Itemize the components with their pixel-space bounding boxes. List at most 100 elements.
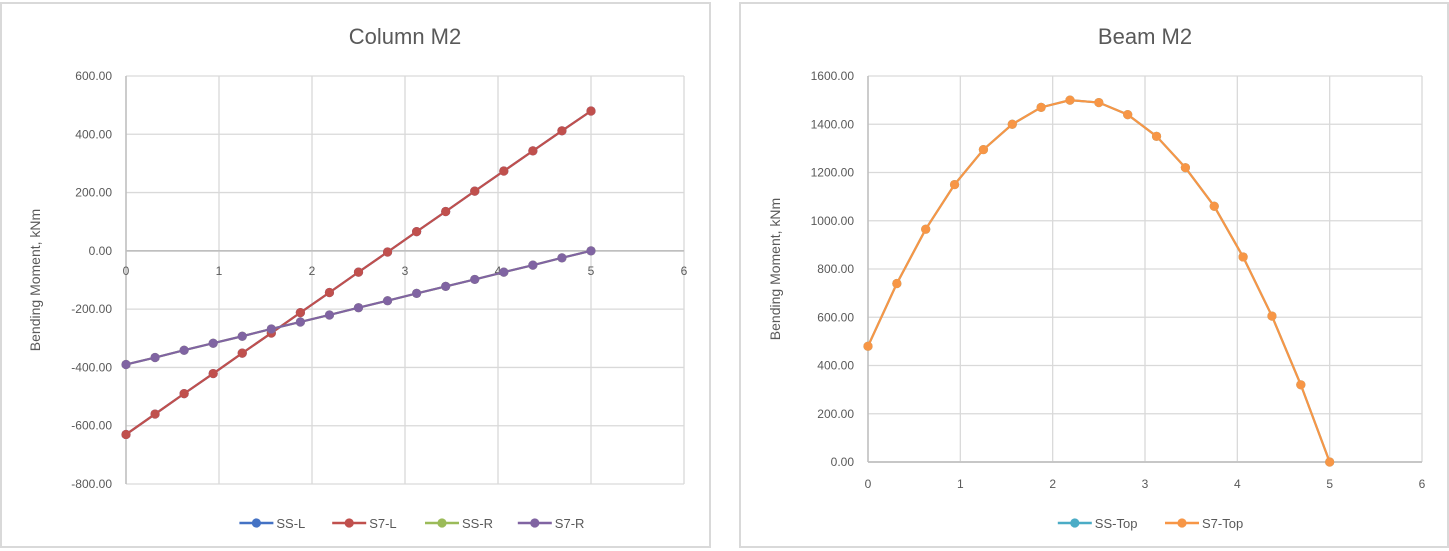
data-point-marker xyxy=(1065,95,1075,105)
y-tick-label: 1400.00 xyxy=(811,117,855,131)
data-point-marker xyxy=(528,146,538,156)
data-point-marker xyxy=(528,260,538,270)
data-point-marker xyxy=(1094,97,1104,108)
y-tick-label: 1000.00 xyxy=(811,214,855,228)
x-tick-label: 3 xyxy=(1142,477,1149,491)
column-m2-plot: Column M2 600.00 400.00 200.00 0.00 -200.00 -4… xyxy=(27,24,688,531)
data-point-marker xyxy=(150,409,160,419)
legend-marker-icon xyxy=(437,518,447,528)
legend-label: SS-Top xyxy=(1095,516,1138,531)
x-tick-label: 0 xyxy=(123,264,130,278)
y-tick-label: 600.00 xyxy=(817,310,854,324)
series-line xyxy=(867,99,1331,463)
data-point-marker xyxy=(208,338,218,348)
y-axis-title: Bending Moment, kNm xyxy=(767,198,783,340)
legend-label: S7-Top xyxy=(1202,516,1243,531)
data-point-marker xyxy=(586,106,596,116)
series-s7-r xyxy=(121,246,596,370)
y-tick-label: 200.00 xyxy=(817,407,854,421)
data-point-marker xyxy=(1267,311,1277,321)
data-point-marker xyxy=(470,274,480,285)
x-tick-label: 2 xyxy=(1049,477,1056,491)
column-m2-chart: Column M2 600.00 400.00 200.00 0.00 -200.00 -4… xyxy=(0,2,711,548)
data-point-marker xyxy=(441,206,451,217)
data-point-marker xyxy=(237,331,247,341)
x-tick-label: 5 xyxy=(1326,477,1333,491)
data-point-marker xyxy=(557,253,567,263)
data-point-marker xyxy=(179,389,189,399)
data-point-marker xyxy=(179,345,189,355)
data-point-marker xyxy=(324,310,335,320)
x-tick-label: 4 xyxy=(495,264,502,278)
y-tick-label: 0.00 xyxy=(89,244,113,258)
data-point-marker xyxy=(557,126,567,136)
data-point-marker xyxy=(121,429,131,440)
y-tick-label: 800.00 xyxy=(817,262,854,276)
y-tick-label: 600.00 xyxy=(75,69,112,83)
data-point-marker xyxy=(1007,119,1017,129)
data-point-marker xyxy=(412,288,422,299)
legend-label: SS-R xyxy=(462,516,493,531)
data-point-marker xyxy=(1180,163,1190,173)
data-point-marker xyxy=(586,246,596,256)
x-tick-label: 1 xyxy=(957,477,964,491)
x-tick-label: 0 xyxy=(865,477,872,491)
series-line xyxy=(867,99,1331,463)
legend: SS-L S7-L SS-R S7-R xyxy=(239,516,584,531)
data-point-marker xyxy=(949,179,960,190)
data-point-marker xyxy=(353,303,364,313)
data-point-marker xyxy=(1296,380,1306,390)
y-tick-label: -800.00 xyxy=(71,477,112,491)
legend-item-s7-top: S7-Top xyxy=(1165,516,1243,531)
legend-item-s7-r: S7-R xyxy=(517,516,584,531)
series-ss-top xyxy=(863,95,1335,467)
y-tick-label: -400.00 xyxy=(71,360,112,374)
legend-marker-icon xyxy=(1070,518,1080,528)
legend-item-s7-l: S7-L xyxy=(332,516,397,531)
x-tick-label: 4 xyxy=(1234,477,1241,491)
y-tick-label: 0.00 xyxy=(831,455,855,469)
series-s7-l xyxy=(121,106,596,440)
legend-marker-icon xyxy=(530,518,540,528)
x-tick-label: 6 xyxy=(1419,477,1426,491)
data-point-marker xyxy=(382,296,393,306)
series-s7-top xyxy=(863,95,1335,467)
legend-item-ss-l: SS-L xyxy=(239,516,305,531)
data-point-marker xyxy=(499,166,509,176)
y-tick-label: 1200.00 xyxy=(811,166,855,180)
data-point-marker xyxy=(892,278,902,289)
legend-item-ss-top: SS-Top xyxy=(1057,516,1138,531)
data-point-marker xyxy=(121,359,131,370)
data-point-marker xyxy=(978,144,989,155)
legend-marker-icon xyxy=(251,518,261,528)
data-point-marker xyxy=(266,324,276,334)
y-tick-label: 1600.00 xyxy=(811,69,855,83)
y-axis-title: Bending Moment, kNm xyxy=(27,209,43,351)
y-tick-label: -200.00 xyxy=(71,302,112,316)
data-point-marker xyxy=(353,267,364,277)
y-tick-label: 400.00 xyxy=(817,359,854,373)
beam-m2-chart: Beam M2 1600.00 1400.00 1200.00 1000.00 800.0… xyxy=(739,2,1449,548)
data-point-marker xyxy=(208,368,218,379)
x-tick-label: 6 xyxy=(681,264,688,278)
data-point-marker xyxy=(324,287,335,298)
x-tick-label: 2 xyxy=(309,264,316,278)
legend: SS-Top S7-Top xyxy=(1057,516,1243,531)
data-point-marker xyxy=(441,281,451,292)
data-point-marker xyxy=(863,341,873,351)
data-point-marker xyxy=(1123,110,1133,120)
data-point-marker xyxy=(921,224,931,234)
x-tick-label: 3 xyxy=(402,264,409,278)
legend-marker-icon xyxy=(1177,518,1187,528)
chart-title: Beam M2 xyxy=(1098,24,1192,49)
data-point-marker xyxy=(295,308,305,318)
legend-item-ss-r: SS-R xyxy=(425,516,493,531)
data-point-marker xyxy=(295,317,305,327)
data-point-marker xyxy=(1209,201,1219,211)
data-point-marker xyxy=(237,348,247,358)
y-tick-label: -600.00 xyxy=(71,419,112,433)
data-point-marker xyxy=(1238,252,1248,262)
x-tick-label: 5 xyxy=(588,264,595,278)
legend-label: S7-L xyxy=(369,516,396,531)
data-point-marker xyxy=(150,352,160,363)
